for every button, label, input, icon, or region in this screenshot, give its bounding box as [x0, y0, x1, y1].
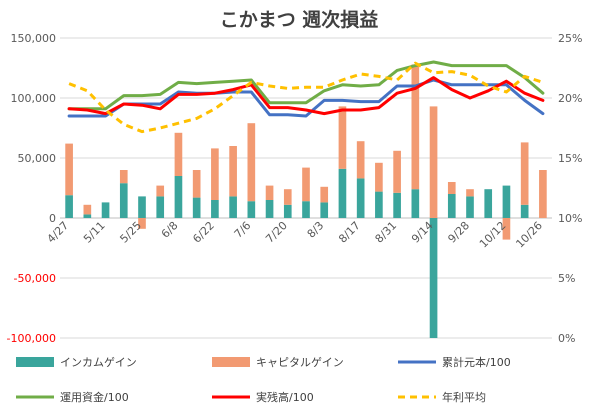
bar — [338, 106, 347, 169]
bar — [429, 106, 438, 218]
bar — [101, 202, 110, 218]
legend-label: 実残高/100 — [256, 390, 314, 404]
bar — [247, 201, 256, 218]
x-tick-label: 5/11 — [81, 219, 108, 246]
x-tick-label: 9/28 — [445, 219, 472, 246]
bar — [211, 148, 219, 200]
bar — [265, 185, 274, 200]
bar — [302, 167, 310, 202]
bar — [484, 189, 493, 218]
bar — [447, 194, 456, 218]
x-tick-label: 8/31 — [373, 219, 400, 246]
x-tick-label: 6/22 — [190, 219, 217, 246]
y-right-tick-label: 25% — [558, 32, 582, 45]
bar — [229, 196, 237, 218]
y-right-tick-label: 5% — [558, 272, 575, 285]
bar — [283, 204, 292, 218]
legend-label: 年利平均 — [442, 390, 486, 404]
line-series-layer — [67, 60, 545, 134]
y-left-tick-label: 0 — [49, 212, 56, 225]
bar — [156, 196, 165, 218]
bar — [192, 197, 201, 218]
bar — [393, 192, 401, 218]
bar — [211, 200, 219, 218]
bar — [119, 170, 128, 184]
y-left-tick-label: 50,000 — [18, 152, 57, 165]
bar — [539, 170, 547, 218]
y-right-tick-label: 10% — [558, 212, 582, 225]
bar — [356, 141, 365, 179]
chart-title: こかまつ 週次損益 — [220, 8, 379, 31]
legend-swatch — [16, 357, 54, 367]
axis-labels: -100,000 -50,000 0 50,000 100,000 150,000 0% 5%… — [7, 32, 583, 345]
y-right-tick-label: 15% — [558, 152, 582, 165]
bar — [320, 202, 329, 218]
legend-label: 累計元本/100 — [442, 355, 511, 369]
bar — [65, 143, 73, 196]
bar — [138, 196, 146, 218]
y-left-tick-label: 150,000 — [11, 32, 57, 45]
bar — [83, 214, 92, 218]
y-left-tick-label: -50,000 — [14, 272, 56, 285]
series-line — [68, 61, 544, 134]
bar — [338, 168, 347, 218]
bar-series-layer — [65, 64, 547, 338]
bar — [302, 201, 310, 218]
bar — [174, 132, 183, 176]
bar — [265, 200, 274, 218]
y-right-tick-label: 0% — [558, 332, 575, 345]
y-right-tick-label: 20% — [558, 92, 582, 105]
x-tick-label: 6/8 — [159, 219, 181, 241]
series-line — [67, 60, 545, 111]
bar — [502, 185, 511, 218]
bar — [393, 150, 401, 193]
bar — [174, 176, 183, 218]
y-left-tick-label: -100,000 — [7, 332, 56, 345]
bar — [466, 196, 474, 218]
bar — [247, 123, 256, 202]
legend-swatch — [212, 357, 250, 367]
bar — [447, 182, 456, 194]
bar — [466, 189, 474, 197]
bar — [356, 178, 365, 218]
legend-label: キャピタルゲイン — [256, 356, 344, 369]
bar — [119, 183, 128, 218]
y-left-tick-label: 100,000 — [11, 92, 57, 105]
bar — [320, 186, 329, 203]
x-tick-label: 8/17 — [336, 219, 363, 246]
bar — [83, 204, 92, 215]
series-line — [67, 78, 545, 118]
bar — [156, 185, 165, 197]
x-tick-label: 7/6 — [232, 219, 254, 241]
bar — [411, 189, 420, 218]
series-line — [67, 76, 545, 116]
legend: インカムゲイン キャピタルゲイン 累計元本/100 運用資金/100 実残高/100 年利… — [16, 355, 511, 404]
bar — [411, 64, 420, 190]
legend-label: 運用資金/100 — [60, 390, 129, 404]
bar — [229, 146, 237, 197]
bar — [375, 191, 383, 218]
x-tick-label: 10/26 — [513, 219, 545, 251]
bar — [520, 142, 529, 205]
bar — [520, 204, 529, 218]
bar — [138, 218, 146, 229]
bar — [192, 170, 201, 198]
bar — [283, 189, 292, 205]
x-tick-label: 8/3 — [305, 219, 327, 241]
bar — [65, 195, 73, 218]
bar — [375, 162, 383, 192]
bar — [429, 218, 438, 338]
legend-label: インカムゲイン — [60, 356, 137, 369]
bar — [502, 218, 511, 240]
x-tick-label: 7/20 — [263, 219, 290, 246]
